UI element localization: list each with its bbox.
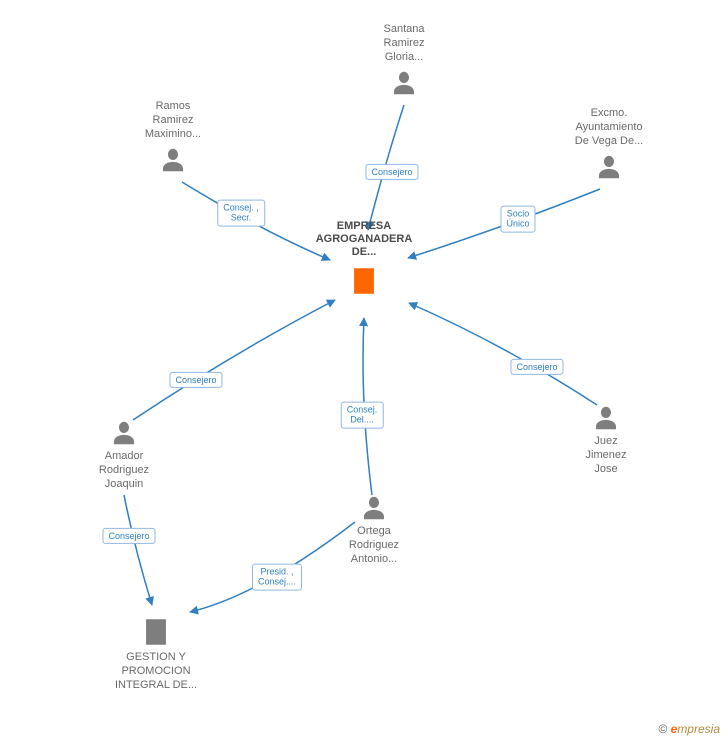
edge-label-e-amador-center: Consejero (169, 372, 222, 388)
edge-e-amador-center (133, 300, 335, 420)
node-santana: Santana Ramirez Gloria... (344, 23, 464, 98)
building-icon (304, 264, 424, 298)
node-label-amador: Amador Rodriguez Joaquin (64, 450, 184, 491)
person-icon (344, 68, 464, 98)
node-gestion: GESTION Y PROMOCION INTEGRAL DE... (96, 615, 216, 692)
edge-label-e-juez-center: Consejero (510, 359, 563, 375)
edge-label-e-ayunt-center: Socio Único (500, 206, 535, 233)
person-icon (113, 145, 233, 175)
node-juez: Juez Jimenez Jose (546, 403, 666, 476)
footer-brand: © empresia (658, 722, 720, 736)
person-icon (546, 403, 666, 433)
edge-label-e-santana-center: Consejero (365, 164, 418, 180)
person-icon (314, 493, 434, 523)
edge-label-e-ramos-center: Consej. , Secr. (217, 200, 265, 227)
copyright-symbol: © (658, 722, 667, 736)
person-icon (549, 152, 669, 182)
person-icon (64, 418, 184, 448)
node-label-ayunt: Excmo. Ayuntamiento De Vega De... (549, 107, 669, 148)
building-icon (96, 615, 216, 649)
node-ortega: Ortega Rodriguez Antonio... (314, 493, 434, 566)
node-label-ramos: Ramos Ramirez Maximino... (113, 100, 233, 141)
brand-rest: mpresia (677, 722, 720, 736)
edge-label-e-amador-gestion: Consejero (102, 528, 155, 544)
node-label-ortega: Ortega Rodriguez Antonio... (314, 525, 434, 566)
edge-e-amador-gestion (124, 495, 152, 605)
edge-label-e-ortega-center: Consej. Del.... (341, 402, 384, 429)
node-ramos: Ramos Ramirez Maximino... (113, 100, 233, 175)
edge-e-juez-center (409, 303, 597, 405)
node-center-company: EMPRESA AGROGANADERA DE... (304, 220, 424, 298)
edge-label-e-ortega-gestion: Presid. , Consej.... (252, 564, 302, 591)
node-label-santana: Santana Ramirez Gloria... (344, 23, 464, 64)
node-amador: Amador Rodriguez Joaquin (64, 418, 184, 491)
node-label-gestion: GESTION Y PROMOCION INTEGRAL DE... (96, 651, 216, 692)
node-ayunt: Excmo. Ayuntamiento De Vega De... (549, 107, 669, 182)
node-label-juez: Juez Jimenez Jose (546, 435, 666, 476)
center-company-label: EMPRESA AGROGANADERA DE... (304, 220, 424, 260)
